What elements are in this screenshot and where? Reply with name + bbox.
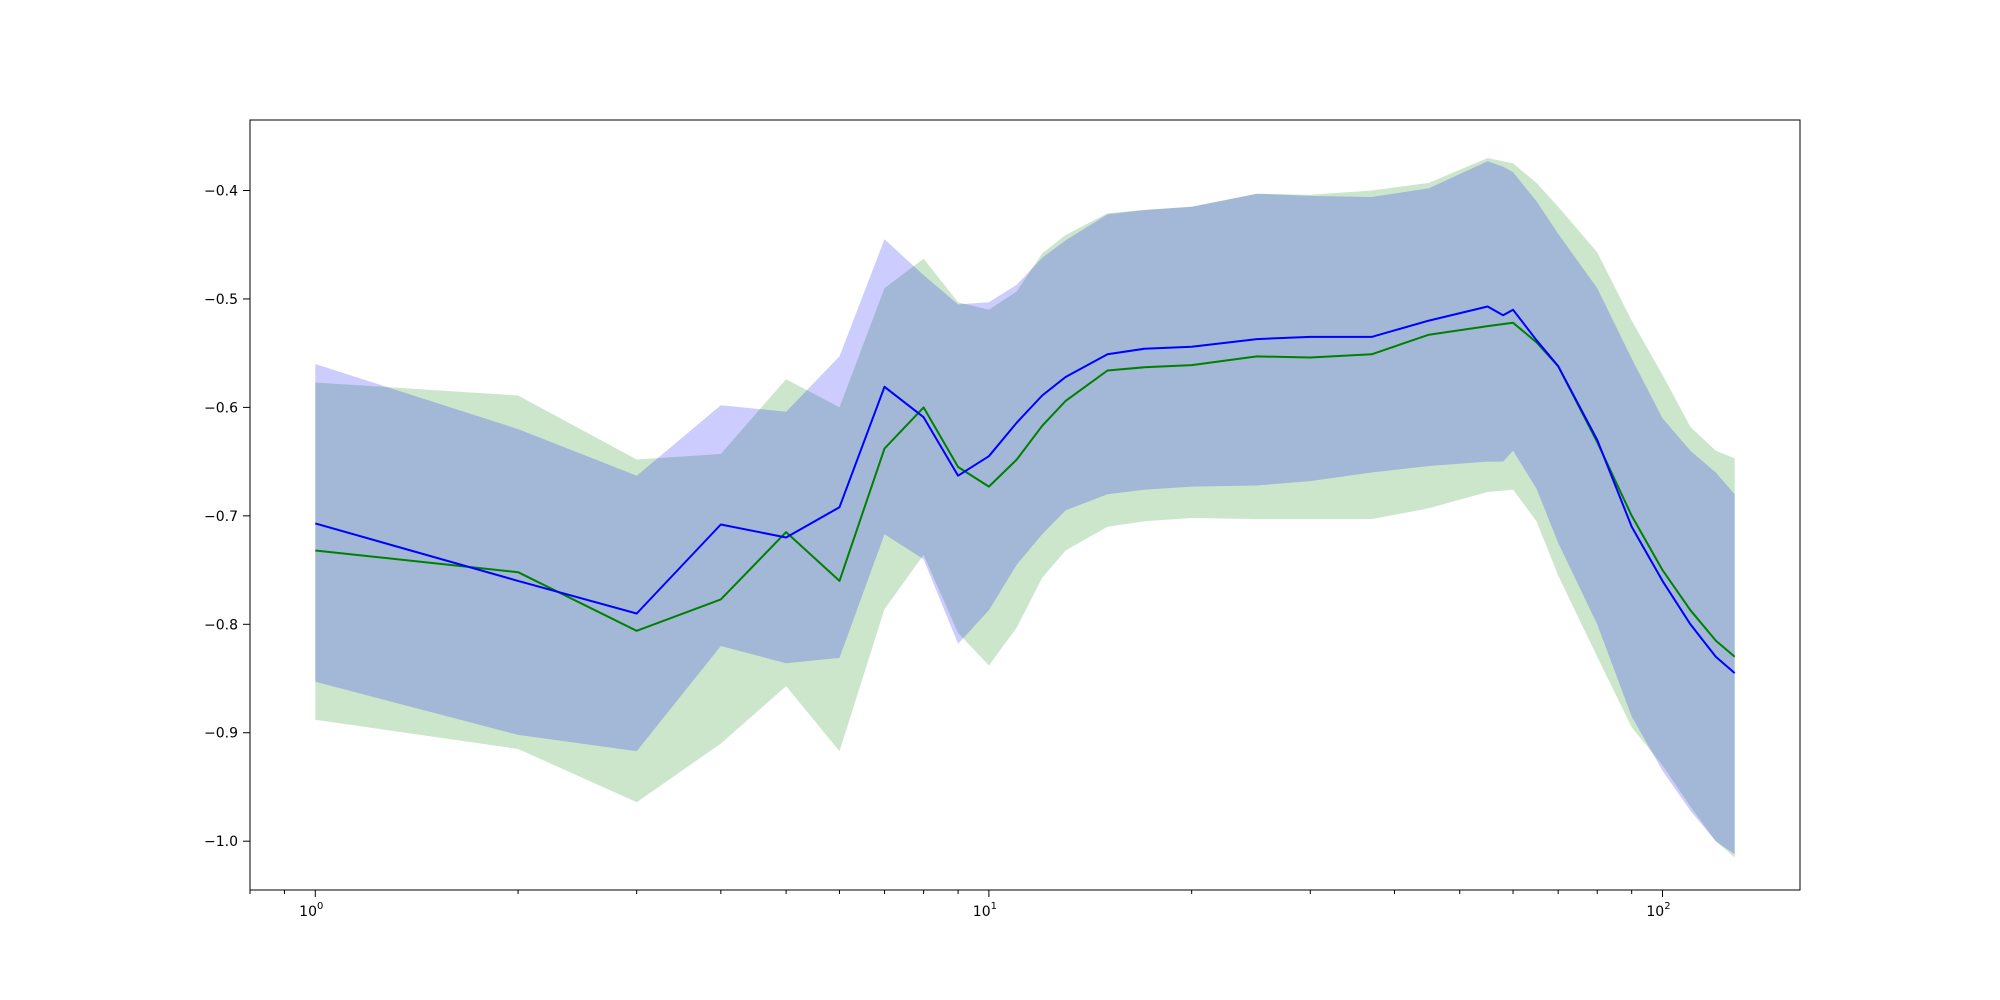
x-tick-exponent: 1 <box>991 901 997 912</box>
y-tick-label: −0.9 <box>204 726 238 742</box>
green-confidence-band <box>315 158 1735 858</box>
y-tick-label: −0.8 <box>204 617 238 633</box>
y-tick-label: −0.4 <box>204 183 238 199</box>
blue-series-line <box>315 305 1736 674</box>
axes-frame <box>249 119 1801 891</box>
y-axis: −0.4 −0.5 −0.6 −0.7 −0.8 −0.9 −1.0 <box>204 183 250 850</box>
y-tick-label: −1.0 <box>204 834 238 850</box>
series-lines <box>315 305 1736 674</box>
y-tick-label: −0.5 <box>204 292 238 308</box>
y-tick-label: −0.7 <box>204 509 238 525</box>
y-tick-label: −0.6 <box>204 400 238 416</box>
x-tick-exponent: 2 <box>1664 901 1670 912</box>
x-tick-exponent: 0 <box>317 901 323 912</box>
